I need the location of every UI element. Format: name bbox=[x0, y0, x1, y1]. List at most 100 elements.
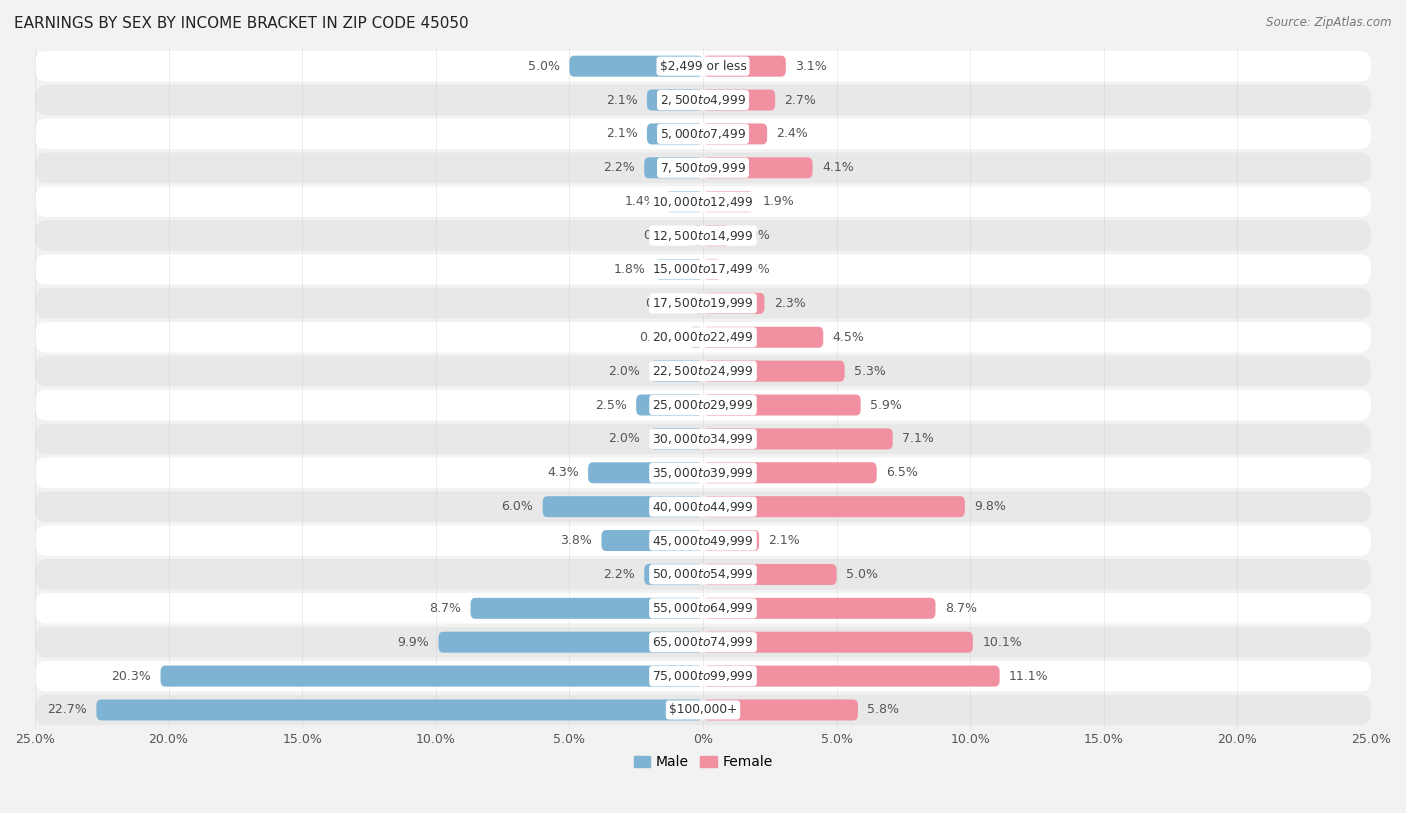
FancyBboxPatch shape bbox=[665, 191, 703, 212]
Legend: Male, Female: Male, Female bbox=[634, 755, 772, 769]
Text: 22.7%: 22.7% bbox=[48, 703, 87, 716]
FancyBboxPatch shape bbox=[695, 293, 703, 314]
Text: $100,000+: $100,000+ bbox=[669, 703, 737, 716]
FancyBboxPatch shape bbox=[636, 394, 703, 415]
Text: $12,500 to $14,999: $12,500 to $14,999 bbox=[652, 228, 754, 242]
Text: 2.7%: 2.7% bbox=[785, 93, 817, 107]
FancyBboxPatch shape bbox=[35, 119, 1371, 149]
FancyBboxPatch shape bbox=[703, 530, 759, 551]
FancyBboxPatch shape bbox=[160, 666, 703, 687]
FancyBboxPatch shape bbox=[35, 389, 1371, 420]
FancyBboxPatch shape bbox=[35, 525, 1371, 556]
Text: 2.1%: 2.1% bbox=[606, 128, 637, 141]
FancyBboxPatch shape bbox=[35, 695, 1371, 725]
Text: $17,500 to $19,999: $17,500 to $19,999 bbox=[652, 297, 754, 311]
FancyBboxPatch shape bbox=[689, 327, 703, 348]
Text: $2,500 to $4,999: $2,500 to $4,999 bbox=[659, 93, 747, 107]
Text: 2.2%: 2.2% bbox=[603, 161, 636, 174]
FancyBboxPatch shape bbox=[647, 89, 703, 111]
FancyBboxPatch shape bbox=[569, 55, 703, 76]
FancyBboxPatch shape bbox=[35, 424, 1371, 454]
FancyBboxPatch shape bbox=[35, 458, 1371, 488]
FancyBboxPatch shape bbox=[35, 491, 1371, 522]
FancyBboxPatch shape bbox=[35, 593, 1371, 624]
FancyBboxPatch shape bbox=[703, 463, 877, 483]
Text: 5.0%: 5.0% bbox=[529, 59, 560, 72]
FancyBboxPatch shape bbox=[35, 356, 1371, 386]
Text: $5,000 to $7,499: $5,000 to $7,499 bbox=[659, 127, 747, 141]
FancyBboxPatch shape bbox=[35, 153, 1371, 183]
FancyBboxPatch shape bbox=[35, 51, 1371, 81]
Text: 2.4%: 2.4% bbox=[776, 128, 808, 141]
FancyBboxPatch shape bbox=[35, 661, 1371, 691]
Text: $30,000 to $34,999: $30,000 to $34,999 bbox=[652, 432, 754, 446]
Text: 0.66%: 0.66% bbox=[730, 263, 769, 276]
Text: $15,000 to $17,499: $15,000 to $17,499 bbox=[652, 263, 754, 276]
Text: 2.5%: 2.5% bbox=[595, 398, 627, 411]
FancyBboxPatch shape bbox=[703, 55, 786, 76]
Text: 4.3%: 4.3% bbox=[547, 467, 579, 480]
Text: EARNINGS BY SEX BY INCOME BRACKET IN ZIP CODE 45050: EARNINGS BY SEX BY INCOME BRACKET IN ZIP… bbox=[14, 16, 468, 31]
Text: 8.7%: 8.7% bbox=[429, 602, 461, 615]
Text: $20,000 to $22,499: $20,000 to $22,499 bbox=[652, 330, 754, 344]
Text: 2.0%: 2.0% bbox=[609, 364, 640, 377]
FancyBboxPatch shape bbox=[644, 564, 703, 585]
FancyBboxPatch shape bbox=[703, 428, 893, 450]
Text: 2.1%: 2.1% bbox=[606, 93, 637, 107]
FancyBboxPatch shape bbox=[703, 225, 730, 246]
Text: 6.0%: 6.0% bbox=[502, 500, 533, 513]
FancyBboxPatch shape bbox=[543, 496, 703, 517]
Text: 10.1%: 10.1% bbox=[983, 636, 1022, 649]
Text: Source: ZipAtlas.com: Source: ZipAtlas.com bbox=[1267, 16, 1392, 29]
Text: 9.9%: 9.9% bbox=[398, 636, 429, 649]
FancyBboxPatch shape bbox=[655, 259, 703, 280]
Text: $40,000 to $44,999: $40,000 to $44,999 bbox=[652, 500, 754, 514]
FancyBboxPatch shape bbox=[471, 598, 703, 619]
FancyBboxPatch shape bbox=[703, 361, 845, 381]
Text: 20.3%: 20.3% bbox=[111, 670, 152, 683]
Text: 2.2%: 2.2% bbox=[603, 568, 636, 581]
Text: $35,000 to $39,999: $35,000 to $39,999 bbox=[652, 466, 754, 480]
FancyBboxPatch shape bbox=[35, 186, 1371, 217]
Text: $2,499 or less: $2,499 or less bbox=[659, 59, 747, 72]
FancyBboxPatch shape bbox=[647, 124, 703, 145]
Text: $65,000 to $74,999: $65,000 to $74,999 bbox=[652, 635, 754, 650]
Text: 5.8%: 5.8% bbox=[868, 703, 900, 716]
FancyBboxPatch shape bbox=[35, 322, 1371, 353]
Text: 3.8%: 3.8% bbox=[560, 534, 592, 547]
FancyBboxPatch shape bbox=[703, 632, 973, 653]
FancyBboxPatch shape bbox=[703, 259, 721, 280]
FancyBboxPatch shape bbox=[650, 361, 703, 381]
FancyBboxPatch shape bbox=[35, 627, 1371, 658]
Text: 5.3%: 5.3% bbox=[853, 364, 886, 377]
Text: 8.7%: 8.7% bbox=[945, 602, 977, 615]
Text: 3.1%: 3.1% bbox=[796, 59, 827, 72]
Text: 1.0%: 1.0% bbox=[740, 229, 770, 242]
Text: 0.53%: 0.53% bbox=[640, 331, 679, 344]
FancyBboxPatch shape bbox=[703, 496, 965, 517]
FancyBboxPatch shape bbox=[703, 124, 768, 145]
Text: 11.1%: 11.1% bbox=[1010, 670, 1049, 683]
FancyBboxPatch shape bbox=[693, 225, 703, 246]
FancyBboxPatch shape bbox=[35, 85, 1371, 115]
Text: $55,000 to $64,999: $55,000 to $64,999 bbox=[652, 602, 754, 615]
Text: 1.9%: 1.9% bbox=[763, 195, 794, 208]
Text: 9.8%: 9.8% bbox=[974, 500, 1007, 513]
FancyBboxPatch shape bbox=[650, 428, 703, 450]
FancyBboxPatch shape bbox=[703, 394, 860, 415]
FancyBboxPatch shape bbox=[644, 157, 703, 178]
FancyBboxPatch shape bbox=[588, 463, 703, 483]
Text: $75,000 to $99,999: $75,000 to $99,999 bbox=[652, 669, 754, 683]
Text: 2.1%: 2.1% bbox=[769, 534, 800, 547]
Text: $50,000 to $54,999: $50,000 to $54,999 bbox=[652, 567, 754, 581]
FancyBboxPatch shape bbox=[703, 327, 824, 348]
Text: 5.9%: 5.9% bbox=[870, 398, 901, 411]
FancyBboxPatch shape bbox=[703, 598, 935, 619]
Text: 2.0%: 2.0% bbox=[609, 433, 640, 446]
FancyBboxPatch shape bbox=[35, 288, 1371, 319]
Text: 0.32%: 0.32% bbox=[645, 297, 685, 310]
FancyBboxPatch shape bbox=[703, 191, 754, 212]
Text: 4.5%: 4.5% bbox=[832, 331, 865, 344]
FancyBboxPatch shape bbox=[35, 254, 1371, 285]
Text: 5.0%: 5.0% bbox=[846, 568, 877, 581]
